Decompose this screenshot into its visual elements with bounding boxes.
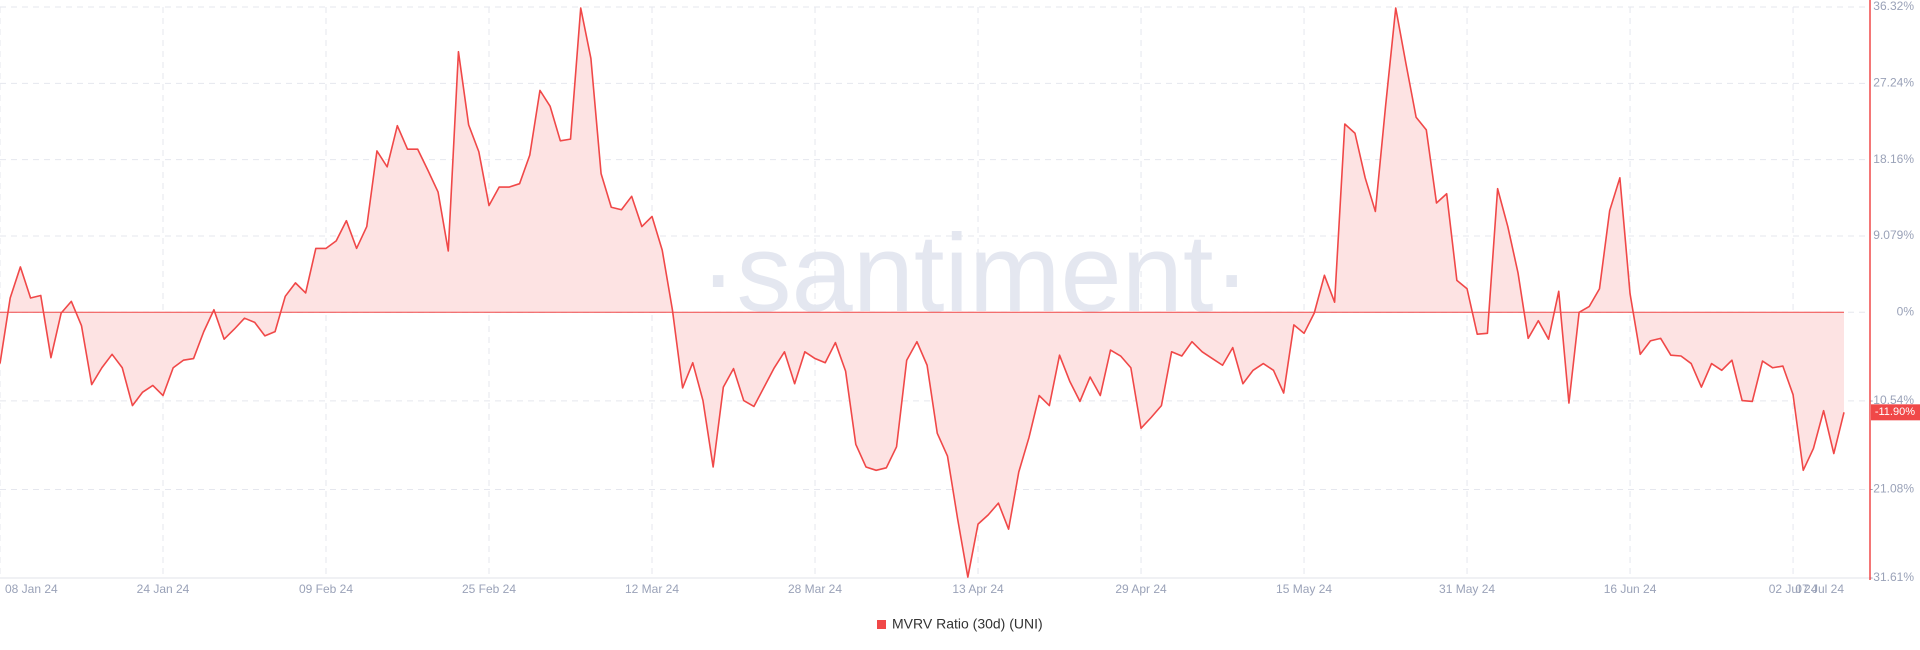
x-tick-label: 29 Apr 24 [1115,582,1167,596]
last-value-label: -11.90% [1875,406,1915,418]
x-tick-label: 09 Feb 24 [299,582,353,596]
x-tick-label: 02 Jul 24 [1769,582,1818,596]
legend-swatch [877,620,886,629]
y-tick-label: 27.24% [1873,75,1914,89]
x-tick-label: 07 Jul 24 [1795,582,1844,596]
line [0,7,1845,578]
y-tick-label: -10.54% [1869,393,1914,407]
legend-label: MVRV Ratio (30d) (UNI) [892,616,1043,632]
x-tick-label: 25 Feb 24 [462,582,516,596]
x-tick-label: 28 Mar 24 [788,582,842,596]
x-tick-label: 24 Jan 24 [137,582,190,596]
x-tick-label: 16 Jun 24 [1604,582,1657,596]
y-tick-label: 0% [1897,304,1915,318]
x-tick-label: 08 Jan 24 [5,582,58,596]
x-tick-label: 31 May 24 [1439,582,1495,596]
y-tick-label: 18.16% [1873,152,1914,166]
x-tick-label: 15 May 24 [1276,582,1332,596]
y-tick-label: -21.08% [1869,482,1914,496]
y-tick-label: -31.61% [1869,570,1914,584]
y-tick-label: 36.32% [1873,0,1914,13]
x-tick-label: 13 Apr 24 [952,582,1004,596]
x-tick-label: 12 Mar 24 [625,582,679,596]
y-tick-label: 9.079% [1873,228,1914,242]
area [0,8,1844,578]
last-value-badge [1871,404,1920,421]
